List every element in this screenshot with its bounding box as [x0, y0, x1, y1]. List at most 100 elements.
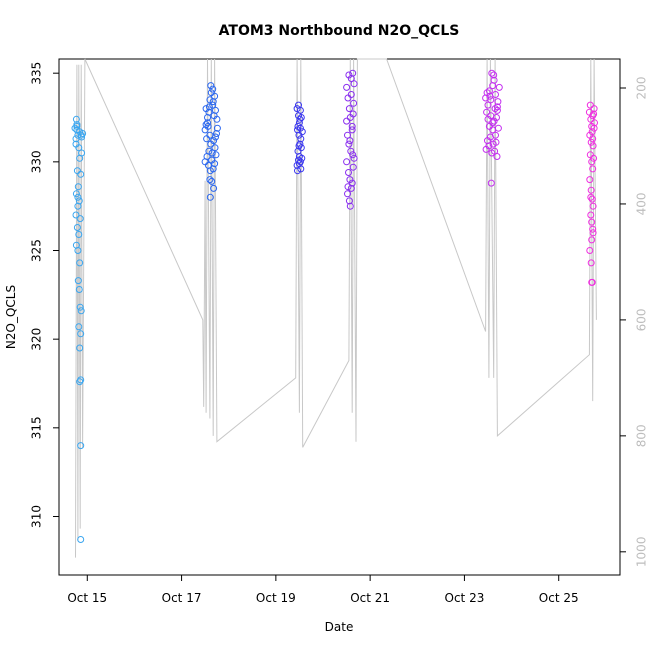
data-point — [587, 193, 595, 201]
x-tick-label: Oct 17 — [162, 591, 202, 605]
data-point — [298, 128, 306, 136]
x-axis-label: Date — [325, 620, 354, 634]
data-point — [297, 144, 305, 152]
data-point — [205, 147, 213, 155]
data-point — [588, 128, 596, 136]
data-point — [344, 183, 352, 191]
data-point — [295, 101, 302, 109]
data-point — [488, 69, 496, 77]
data-point — [206, 193, 214, 201]
data-point — [76, 344, 84, 352]
x-tick-label: Oct 25 — [539, 591, 579, 605]
y-axis-label: N2O_QCLS — [4, 285, 18, 349]
data-point — [206, 96, 214, 104]
data-point — [345, 169, 352, 176]
y-tick-label: 315 — [30, 416, 44, 439]
data-point — [76, 215, 84, 223]
data-point — [489, 119, 497, 127]
data-point — [487, 96, 495, 104]
data-point — [587, 259, 595, 267]
data-point — [72, 135, 80, 143]
data-point — [349, 110, 357, 118]
data-point — [297, 165, 305, 173]
data-point — [348, 179, 356, 187]
data-point — [587, 211, 595, 219]
data-point — [345, 197, 353, 205]
data-point — [348, 126, 356, 134]
data-point — [587, 115, 595, 123]
data-point — [589, 229, 597, 237]
data-point — [212, 151, 220, 159]
data-point — [589, 165, 597, 173]
y-axis: 310 315 320 325 330 335 — [30, 62, 60, 528]
data-point — [212, 133, 219, 141]
data-point — [75, 323, 83, 331]
data-point — [345, 105, 353, 113]
y-right-tick-label: 400 — [635, 192, 649, 215]
data-point — [343, 158, 351, 166]
y-tick-label: 325 — [30, 239, 44, 262]
data-point — [211, 144, 219, 152]
data-point — [491, 105, 499, 113]
data-point — [74, 183, 82, 191]
data-point — [211, 160, 219, 168]
data-point — [204, 119, 211, 127]
data-point — [76, 259, 84, 267]
data-point — [204, 122, 212, 130]
data-point — [203, 135, 211, 143]
data-point — [490, 76, 498, 84]
data-point — [293, 105, 301, 113]
data-point — [590, 105, 598, 113]
data-point — [77, 307, 85, 315]
data-point — [210, 184, 218, 192]
data-point — [350, 99, 358, 107]
data-point — [296, 124, 304, 132]
data-point — [296, 115, 304, 123]
data-point — [205, 103, 213, 111]
plot-frame — [58, 58, 621, 576]
data-point — [294, 167, 301, 175]
data-point — [484, 101, 492, 109]
data-point — [490, 71, 498, 79]
data-point — [74, 131, 82, 139]
data-point — [213, 130, 220, 137]
data-point — [346, 176, 354, 184]
data-point — [295, 156, 302, 164]
points-layer — [71, 69, 598, 543]
data-point — [483, 108, 491, 116]
pressure-trace-line — [75, 58, 597, 558]
data-point — [295, 142, 303, 150]
data-point — [586, 176, 594, 184]
data-point — [77, 330, 85, 338]
data-point — [589, 142, 597, 150]
y-tick-label: 320 — [30, 328, 44, 351]
data-point — [485, 87, 493, 95]
data-point — [343, 83, 351, 91]
data-point — [590, 154, 598, 162]
data-point — [210, 137, 218, 145]
data-point — [589, 202, 597, 210]
x-tick-label: Oct 19 — [256, 591, 296, 605]
data-point — [587, 138, 595, 146]
data-point — [77, 442, 85, 450]
data-point — [345, 140, 353, 148]
chart-title: ATOM3 Northbound N2O_QCLS — [219, 23, 460, 39]
data-point — [210, 112, 218, 120]
data-point — [346, 202, 354, 210]
data-point — [207, 82, 215, 90]
data-point — [208, 149, 216, 157]
data-point — [350, 80, 358, 88]
pressure-trace-layer — [75, 58, 597, 558]
y-right-tick-label: 600 — [635, 308, 649, 331]
data-point — [588, 218, 596, 226]
data-point — [209, 98, 217, 106]
data-point — [586, 101, 594, 109]
data-point — [72, 115, 80, 123]
data-point — [205, 108, 213, 116]
data-point — [77, 170, 85, 178]
y-axis-right: 200 400 600 800 1000 — [619, 77, 649, 567]
data-point — [72, 190, 80, 198]
data-point — [75, 231, 83, 238]
data-point — [345, 71, 353, 79]
data-point — [343, 117, 351, 125]
